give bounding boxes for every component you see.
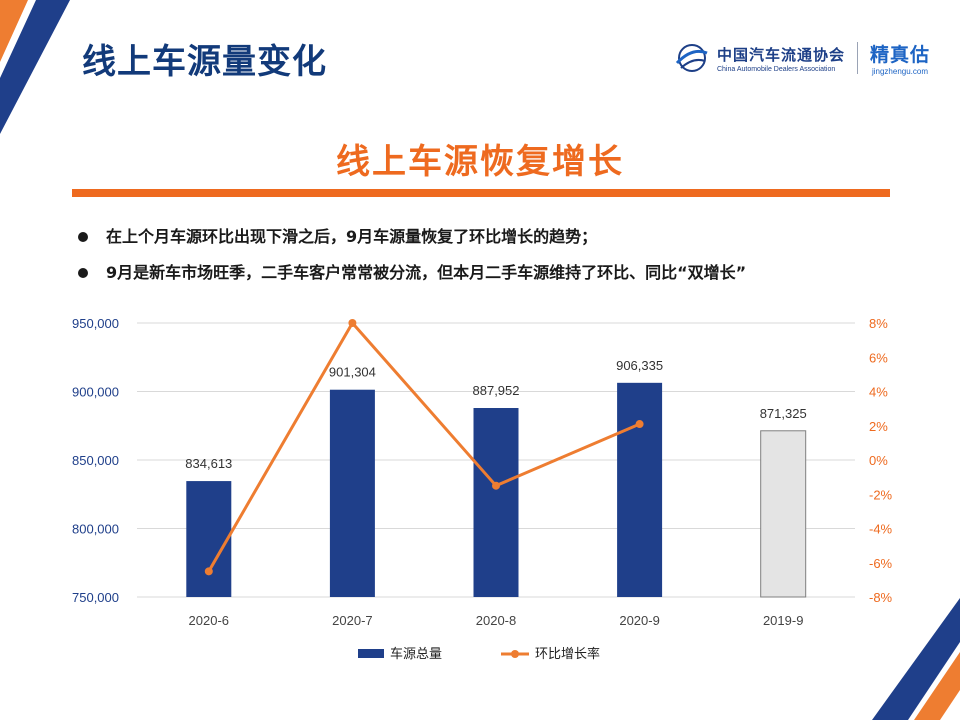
left-axis-tick-label: 950,000 — [72, 316, 119, 331]
bullet-item: 在上个月车源环比出现下滑之后，9月车源量恢复了环比增长的趋势； — [78, 222, 918, 258]
logo-area: 中国汽车流通协会 China Automobile Dealers Associ… — [673, 36, 930, 80]
legend-swatch-bar — [358, 649, 384, 658]
right-axis-tick-label: -6% — [869, 556, 893, 571]
x-axis-tick-label: 2020-8 — [476, 613, 516, 628]
bullet-dot-icon — [78, 232, 88, 242]
jzg-name: 精真估 — [869, 44, 930, 66]
right-axis-tick-label: 4% — [869, 385, 888, 400]
bullet-dot-icon — [78, 268, 88, 278]
corner-decoration-top-left — [0, 0, 70, 134]
jzg-url: jingzhengu.com — [871, 67, 929, 76]
bullet-list: 在上个月车源环比出现下滑之后，9月车源量恢复了环比增长的趋势； 9月是新车市场旺… — [78, 222, 918, 294]
bar-data-label: 887,952 — [473, 383, 520, 398]
bullet-item: 9月是新车市场旺季，二手车客户常常被分流，但本月二手车源维持了环比、同比“双增长… — [78, 258, 918, 294]
cada-emblem-icon — [675, 44, 708, 72]
bar — [760, 430, 807, 598]
bar — [186, 481, 232, 597]
bar-data-label: 834,613 — [185, 456, 232, 471]
left-axis-tick-label: 850,000 — [72, 453, 119, 468]
x-axis-tick-label: 2020-6 — [189, 613, 229, 628]
cada-logo: 中国汽车流通协会 China Automobile Dealers Associ… — [673, 41, 845, 75]
slide-headline: 线上车源恢复增长 — [336, 142, 624, 182]
bullet-text: 在上个月车源环比出现下滑之后，9月车源量恢复了环比增长的趋势； — [106, 227, 598, 246]
left-axis-tick-label: 750,000 — [72, 590, 119, 605]
headline-rule — [72, 189, 890, 197]
legend-label-line: 环比增长率 — [535, 646, 600, 662]
right-axis-tick-label: -8% — [869, 590, 893, 605]
bar — [473, 408, 519, 597]
left-axis-tick-label: 900,000 — [72, 385, 119, 400]
growth-rate-point — [204, 567, 213, 576]
jzg-logo: 精真估 jingzhengu.com — [870, 40, 930, 76]
bar-data-label: 871,325 — [760, 406, 807, 421]
x-axis-tick-label: 2019-9 — [763, 613, 803, 628]
bar — [617, 382, 663, 597]
bar — [329, 389, 375, 597]
left-axis-tick-label: 800,000 — [72, 522, 119, 537]
bar-data-label: 901,304 — [329, 365, 376, 380]
page-title: 线上车源量变化 — [82, 42, 327, 82]
right-axis-tick-label: 6% — [869, 350, 888, 365]
right-axis-tick-label: -4% — [869, 522, 893, 537]
right-axis-tick-label: 8% — [869, 316, 888, 331]
right-axis-tick-label: -2% — [869, 487, 893, 502]
growth-rate-point — [492, 481, 500, 490]
right-axis-tick-label: 2% — [869, 419, 888, 434]
right-axis-tick-label: 0% — [869, 453, 888, 468]
chart: 750,000 800,000 850,000 900,000 950,000 -8% -6… — [72, 316, 893, 662]
legend-label-bar: 车源总量 — [390, 646, 442, 662]
growth-rate-point — [635, 420, 644, 429]
cada-name-en: China Automobile Dealers Association — [716, 65, 836, 73]
logo-divider — [856, 42, 858, 74]
bar-data-label: 906,335 — [616, 358, 663, 373]
x-axis-tick-label: 2020-7 — [332, 613, 372, 628]
growth-rate-point — [348, 319, 357, 327]
x-axis-tick-label: 2020-9 — [619, 613, 659, 628]
corner-decoration-bottom-right — [872, 598, 960, 720]
growth-rate-line — [207, 321, 641, 573]
bullet-text: 9月是新车市场旺季，二手车客户常常被分流，但本月二手车源维持了环比、同比“双增长… — [106, 263, 747, 282]
cada-name-cn: 中国汽车流通协会 — [716, 45, 845, 64]
legend-swatch-line-marker — [511, 650, 519, 658]
